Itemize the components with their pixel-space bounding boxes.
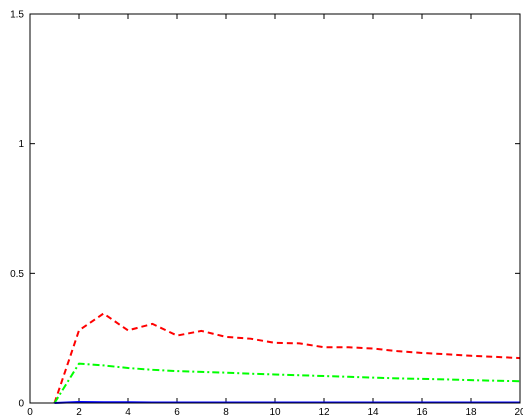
- series-line-2: [53, 362, 521, 404]
- x-tick-label: 12: [318, 407, 330, 417]
- x-tick-label: 14: [367, 407, 379, 417]
- x-tick-label: 4: [125, 407, 131, 417]
- x-tick-label: 10: [269, 407, 281, 417]
- tick-marks: [29, 13, 521, 404]
- x-tick-label: 2: [76, 407, 82, 417]
- y-tick-label: 0: [18, 399, 24, 410]
- x-tick-label: 8: [223, 407, 229, 417]
- x-axis-tick-labels: 0 2 4 6 8 10 12 14 16 18 20: [27, 407, 523, 417]
- y-axis-tick-labels: 0 0.5 1 1.5: [10, 10, 24, 410]
- series-line-3: [54, 400, 520, 404]
- plot-area-frame: [29, 13, 521, 404]
- series-line-1: [53, 312, 521, 404]
- x-tick-label: 20: [514, 407, 523, 417]
- x-tick-label: 18: [465, 407, 477, 417]
- x-tick-label: 0: [27, 407, 33, 417]
- y-tick-label: 1: [18, 139, 24, 150]
- series-layer: [53, 312, 521, 404]
- x-tick-label: 16: [416, 407, 428, 417]
- y-tick-label: 1.5: [10, 10, 24, 21]
- y-tick-label: 0.5: [10, 269, 24, 280]
- x-tick-label: 6: [174, 407, 180, 417]
